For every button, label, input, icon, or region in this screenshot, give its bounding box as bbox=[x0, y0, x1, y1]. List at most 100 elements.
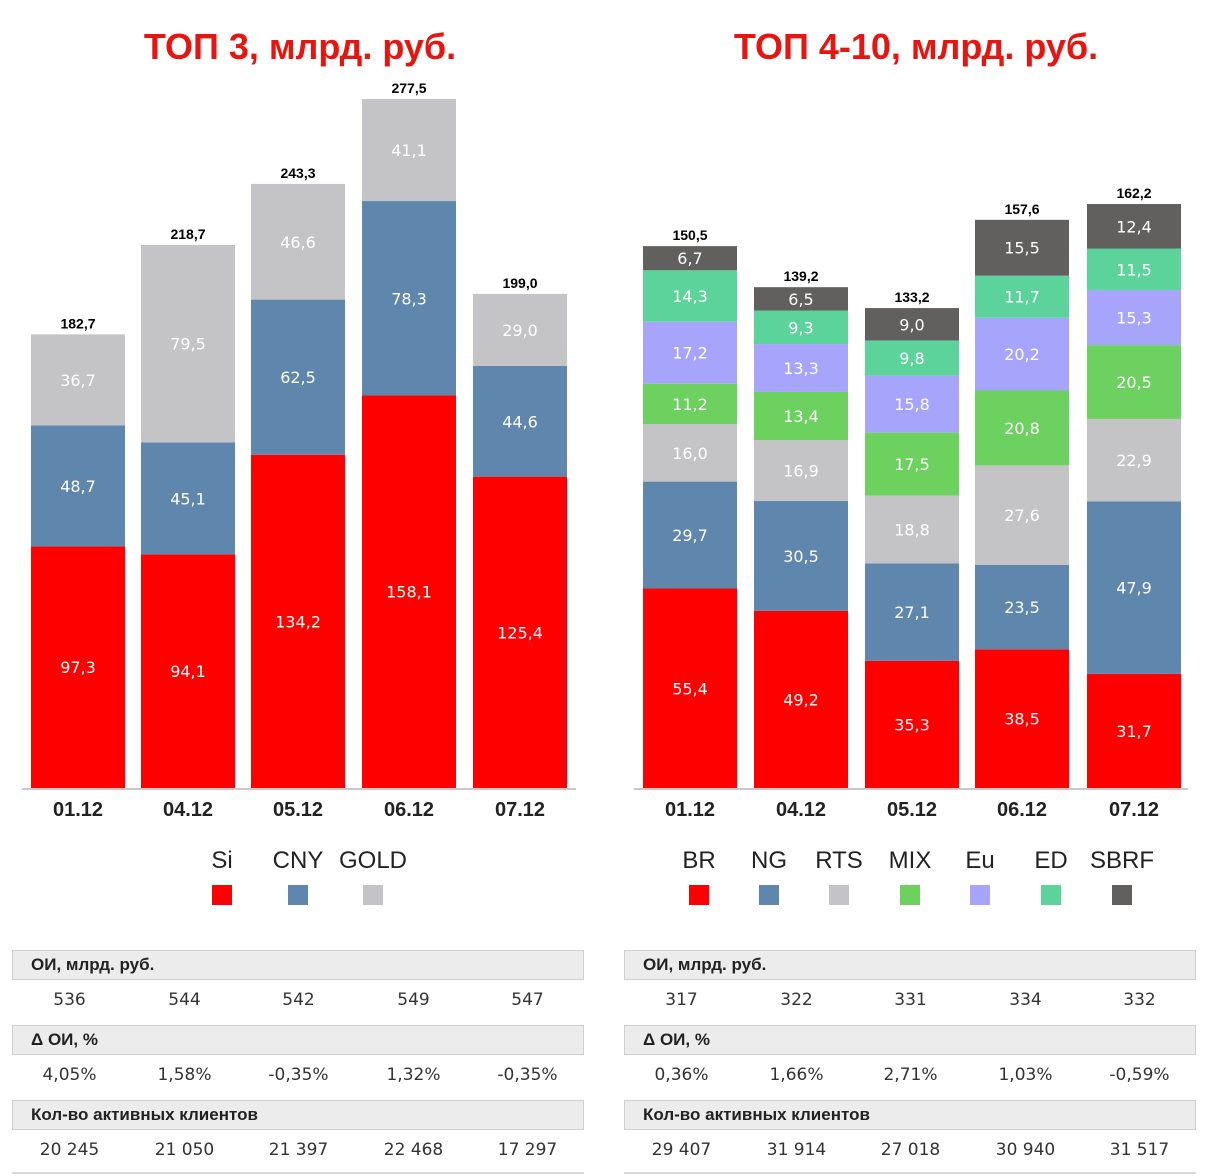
data-label: 55,4 bbox=[672, 679, 708, 698]
total-label: 277,5 bbox=[391, 80, 426, 96]
data-label: 11,5 bbox=[1116, 260, 1152, 279]
data-label: 158,1 bbox=[386, 583, 432, 602]
table-header: ОИ, млрд. руб. bbox=[12, 950, 584, 980]
data-label: 36,7 bbox=[60, 371, 96, 390]
bar-segment-ng-05.12 bbox=[865, 563, 959, 661]
table-cell: 1,58% bbox=[157, 1065, 212, 1085]
table-row: 0,36% 1,66% 2,71% 1,03% -0,59% bbox=[612, 1055, 1220, 1095]
data-label: 45,1 bbox=[170, 489, 206, 508]
table-row: 317 322 331 334 332 bbox=[612, 980, 1220, 1020]
table-cell: 317 bbox=[665, 990, 698, 1010]
bar-segment-gold-04.12 bbox=[141, 244, 235, 443]
bar-segment-sbrf-07.12 bbox=[1087, 204, 1181, 249]
data-label: 27,1 bbox=[894, 603, 930, 622]
data-label: 9,3 bbox=[788, 318, 813, 337]
table-row: 20 245 21 050 21 397 22 468 17 297 bbox=[0, 1130, 600, 1170]
bar-segment-gold-05.12 bbox=[251, 183, 345, 300]
data-label: 44,6 bbox=[502, 412, 538, 431]
legend-label-br: BR bbox=[682, 847, 715, 874]
table-header: Кол-во активных клиентов bbox=[12, 1100, 584, 1130]
data-label: 9,0 bbox=[899, 315, 924, 334]
legend-label-gold: GOLD bbox=[339, 847, 407, 874]
legend-label-si: Si bbox=[211, 847, 232, 874]
data-label: 23,5 bbox=[1004, 598, 1040, 617]
table-cell: 27 018 bbox=[880, 1140, 941, 1160]
data-label: 97,3 bbox=[60, 658, 96, 677]
category-tick-label: 07.12 bbox=[495, 799, 545, 821]
category-tick-label: 06.12 bbox=[384, 799, 434, 821]
bar-segment-mix-06.12 bbox=[975, 390, 1069, 466]
legend-label-cny: CNY bbox=[273, 847, 324, 874]
data-label: 49,2 bbox=[783, 690, 819, 709]
bar-segment-br-01.12 bbox=[643, 588, 737, 788]
data-label: 13,4 bbox=[783, 407, 819, 426]
legend-swatch-eu bbox=[970, 885, 990, 905]
bar-segment-eu-01.12 bbox=[643, 321, 737, 384]
table-cell: 31 914 bbox=[766, 1140, 827, 1160]
data-label: 17,5 bbox=[894, 455, 930, 474]
chart-panel-top4-10: ТОП 4-10, млрд. руб. 55,4 29,7 16,0 11,2 17,… bbox=[612, 0, 1220, 1176]
data-label: 125,4 bbox=[497, 623, 543, 642]
table-cell: 0,36% bbox=[654, 1065, 709, 1085]
bar-segment-si-06.12 bbox=[362, 395, 456, 788]
category-tick-label: 04.12 bbox=[776, 799, 826, 821]
data-label: 16,0 bbox=[672, 444, 708, 463]
category-tick-label: 05.12 bbox=[887, 799, 937, 821]
bar-segment-mix-01.12 bbox=[643, 383, 737, 424]
table-cell: 1,66% bbox=[769, 1065, 824, 1085]
total-label: 218,7 bbox=[170, 226, 205, 242]
bar-segment-rts-05.12 bbox=[865, 495, 959, 564]
legend-swatch-sbrf bbox=[1112, 885, 1132, 905]
bar-segment-gold-01.12 bbox=[31, 334, 125, 426]
legend-swatch-mix bbox=[900, 885, 920, 905]
bar-segment-cny-05.12 bbox=[251, 299, 345, 455]
table-cell: 2,71% bbox=[883, 1065, 938, 1085]
bar-segment-ed-01.12 bbox=[643, 270, 737, 322]
data-label: 18,8 bbox=[894, 520, 930, 539]
data-label: 46,6 bbox=[280, 233, 316, 252]
total-label: 162,2 bbox=[1116, 185, 1151, 201]
table-row: 4,05% 1,58% -0,35% 1,32% -0,35% bbox=[0, 1055, 600, 1095]
bar-segment-ng-01.12 bbox=[643, 481, 737, 589]
table-cell: 17 297 bbox=[497, 1140, 558, 1160]
total-label: 139,2 bbox=[783, 268, 818, 284]
total-label: 157,6 bbox=[1004, 201, 1039, 217]
data-label: 17,2 bbox=[672, 344, 708, 363]
bar-segment-ng-06.12 bbox=[975, 564, 1069, 650]
table-cell: -0,59% bbox=[1109, 1065, 1170, 1085]
bar-segment-ed-04.12 bbox=[754, 310, 848, 345]
bar-segment-ed-06.12 bbox=[975, 275, 1069, 318]
data-label: 47,9 bbox=[1116, 579, 1152, 598]
legend-swatch-rts bbox=[829, 885, 849, 905]
bar-segment-ng-04.12 bbox=[754, 501, 848, 611]
data-label: 6,7 bbox=[677, 249, 702, 268]
bar-segment-ed-05.12 bbox=[865, 340, 959, 376]
bar-segment-br-07.12 bbox=[1087, 673, 1181, 788]
table-cell: -0,35% bbox=[268, 1065, 329, 1085]
table-bottom-rule bbox=[624, 1172, 1196, 1174]
data-label: 20,2 bbox=[1004, 345, 1040, 364]
table-header: Кол-во активных клиентов bbox=[624, 1100, 1196, 1130]
table-cell: 331 bbox=[894, 990, 927, 1010]
category-tick-label: 07.12 bbox=[1109, 799, 1159, 821]
total-label: 182,7 bbox=[60, 315, 95, 331]
data-label: 12,4 bbox=[1116, 217, 1152, 236]
bar-segment-si-05.12 bbox=[251, 454, 345, 788]
table-cell: 547 bbox=[511, 990, 544, 1010]
table-cell: -0,35% bbox=[497, 1065, 558, 1085]
table-bottom-rule bbox=[12, 1172, 584, 1174]
data-label: 20,8 bbox=[1004, 419, 1040, 438]
data-label: 14,3 bbox=[672, 287, 708, 306]
total-label: 199,0 bbox=[502, 275, 537, 291]
data-label: 22,9 bbox=[1116, 451, 1152, 470]
data-label: 15,3 bbox=[1116, 309, 1152, 328]
table-cell: 1,03% bbox=[998, 1065, 1053, 1085]
data-label: 79,5 bbox=[170, 335, 206, 354]
bar-segment-rts-04.12 bbox=[754, 440, 848, 502]
bar-segment-mix-04.12 bbox=[754, 391, 848, 441]
bar-segment-cny-04.12 bbox=[141, 442, 235, 555]
legend-label-ed: ED bbox=[1034, 847, 1067, 874]
table-cell: 20 245 bbox=[39, 1140, 100, 1160]
bar-segment-gold-06.12 bbox=[362, 99, 456, 202]
chart-title: ТОП 4-10, млрд. руб. bbox=[733, 26, 1099, 67]
